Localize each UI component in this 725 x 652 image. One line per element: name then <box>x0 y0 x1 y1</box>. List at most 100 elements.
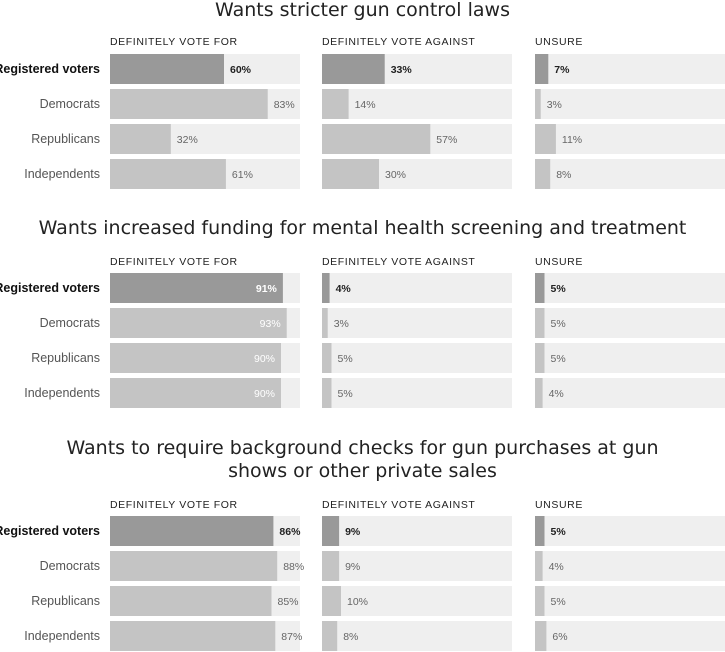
bar <box>110 516 274 546</box>
data-label: 5% <box>338 388 353 400</box>
row-label: Democrats <box>40 316 100 330</box>
chart-title: shows or other private sales <box>228 460 497 482</box>
bar <box>535 124 556 154</box>
bar <box>535 308 545 338</box>
bar <box>110 124 171 154</box>
bar-track <box>535 124 725 154</box>
row-label: Republicans <box>31 132 100 146</box>
bar <box>110 378 281 408</box>
data-label: 61% <box>232 169 253 181</box>
data-label: 83% <box>274 99 295 111</box>
bar-track <box>322 621 512 651</box>
bar <box>110 621 276 651</box>
bar <box>110 586 272 616</box>
bar-track <box>322 89 512 119</box>
bar-track <box>535 159 725 189</box>
bar-track <box>322 516 512 546</box>
row-label: Registered voters <box>0 281 100 295</box>
bar-track <box>535 308 725 338</box>
bar-track <box>535 516 725 546</box>
column-header: DEFINITELY VOTE AGAINST <box>322 499 475 511</box>
bar-track <box>322 308 512 338</box>
bar <box>110 159 226 189</box>
column-header: DEFINITELY VOTE FOR <box>110 256 238 268</box>
data-label: 86% <box>279 526 301 538</box>
column-header: UNSURE <box>535 499 583 511</box>
column-header: DEFINITELY VOTE FOR <box>110 499 238 511</box>
bar <box>322 378 332 408</box>
bar <box>110 89 268 119</box>
chart-title: Wants stricter gun control laws <box>215 0 510 21</box>
data-label: 8% <box>343 631 358 643</box>
data-label: 9% <box>345 561 360 573</box>
data-label: 85% <box>278 596 299 608</box>
data-label: 4% <box>549 561 564 573</box>
row-label: Independents <box>24 167 100 181</box>
bar <box>322 343 332 373</box>
bar <box>535 89 541 119</box>
bar <box>535 586 545 616</box>
bar-track <box>535 54 725 84</box>
row-label: Independents <box>24 629 100 643</box>
bar-track <box>322 343 512 373</box>
data-label: 7% <box>554 64 570 76</box>
data-label: 11% <box>562 134 582 146</box>
data-label: 14% <box>355 99 376 111</box>
data-label: 5% <box>551 596 566 608</box>
bar <box>322 89 349 119</box>
data-label: 87% <box>281 631 302 643</box>
column-header: UNSURE <box>535 36 583 48</box>
chart-title: Wants to require background checks for g… <box>66 437 658 459</box>
chart-title: Wants increased funding for mental healt… <box>39 217 687 239</box>
bar <box>535 516 545 546</box>
bar <box>535 343 545 373</box>
bar-track <box>322 378 512 408</box>
data-label: 5% <box>551 353 566 365</box>
row-label: Republicans <box>31 351 100 365</box>
data-label: 4% <box>336 283 352 295</box>
bar <box>322 124 431 154</box>
bar-track <box>535 378 725 408</box>
bar <box>322 308 328 338</box>
bar-track <box>322 551 512 581</box>
data-label: 3% <box>547 99 562 111</box>
data-label: 90% <box>254 388 275 400</box>
column-header: DEFINITELY VOTE FOR <box>110 36 238 48</box>
data-label: 93% <box>260 318 281 330</box>
data-label: 33% <box>391 64 413 76</box>
column-header: DEFINITELY VOTE AGAINST <box>322 36 475 48</box>
bar <box>535 621 547 651</box>
bar-track <box>322 586 512 616</box>
bar-track <box>535 586 725 616</box>
bar <box>535 378 543 408</box>
bar <box>322 273 330 303</box>
column-header: DEFINITELY VOTE AGAINST <box>322 256 475 268</box>
bar <box>110 308 287 338</box>
bar <box>322 586 341 616</box>
data-label: 91% <box>256 283 278 295</box>
bar-track <box>535 343 725 373</box>
bar-track <box>535 273 725 303</box>
bar-track <box>322 273 512 303</box>
data-label: 90% <box>254 353 275 365</box>
row-label: Republicans <box>31 594 100 608</box>
row-label: Registered voters <box>0 62 100 76</box>
data-label: 5% <box>551 318 566 330</box>
bar <box>535 551 543 581</box>
data-label: 9% <box>345 526 361 538</box>
bar <box>110 343 281 373</box>
bar <box>322 516 340 546</box>
bar-track <box>535 89 725 119</box>
bar <box>110 54 224 84</box>
bar <box>535 159 551 189</box>
bar <box>322 621 338 651</box>
data-label: 5% <box>551 283 567 295</box>
bar <box>535 273 545 303</box>
bar <box>322 159 379 189</box>
bar <box>322 54 385 84</box>
bar-track <box>535 621 725 651</box>
bar-track <box>535 551 725 581</box>
data-label: 88% <box>283 561 304 573</box>
row-label: Democrats <box>40 559 100 573</box>
